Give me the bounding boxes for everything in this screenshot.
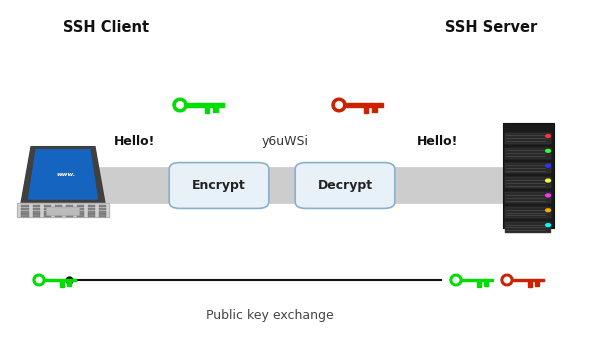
Circle shape (546, 209, 551, 212)
FancyBboxPatch shape (505, 133, 551, 144)
Polygon shape (484, 281, 488, 286)
Polygon shape (372, 106, 377, 112)
Polygon shape (501, 274, 513, 286)
FancyBboxPatch shape (505, 177, 551, 188)
FancyBboxPatch shape (99, 211, 106, 214)
FancyBboxPatch shape (84, 167, 516, 204)
Polygon shape (29, 150, 97, 199)
Polygon shape (45, 279, 76, 281)
FancyBboxPatch shape (32, 204, 40, 207)
Circle shape (546, 224, 551, 226)
FancyBboxPatch shape (88, 208, 95, 210)
Polygon shape (205, 106, 209, 113)
Circle shape (546, 194, 551, 197)
Circle shape (546, 135, 551, 138)
Polygon shape (504, 277, 510, 283)
Circle shape (546, 164, 551, 167)
Circle shape (546, 149, 551, 152)
FancyBboxPatch shape (505, 222, 551, 233)
Text: Decrypt: Decrypt (317, 179, 373, 192)
FancyBboxPatch shape (66, 211, 73, 214)
FancyBboxPatch shape (66, 204, 73, 207)
Circle shape (546, 179, 551, 182)
FancyBboxPatch shape (169, 162, 269, 209)
FancyBboxPatch shape (44, 208, 51, 210)
Polygon shape (21, 147, 105, 203)
FancyBboxPatch shape (22, 211, 29, 214)
FancyBboxPatch shape (88, 214, 95, 217)
FancyBboxPatch shape (66, 208, 73, 210)
FancyBboxPatch shape (505, 162, 551, 173)
FancyBboxPatch shape (503, 122, 554, 228)
FancyBboxPatch shape (505, 148, 551, 159)
Polygon shape (17, 203, 109, 217)
FancyBboxPatch shape (55, 208, 62, 210)
FancyBboxPatch shape (77, 211, 84, 214)
FancyBboxPatch shape (99, 214, 106, 217)
Polygon shape (477, 281, 481, 287)
FancyBboxPatch shape (55, 204, 62, 207)
Polygon shape (528, 281, 532, 287)
FancyBboxPatch shape (88, 204, 95, 207)
FancyBboxPatch shape (32, 214, 40, 217)
Polygon shape (213, 106, 218, 112)
Polygon shape (535, 281, 539, 286)
Polygon shape (60, 281, 64, 287)
FancyBboxPatch shape (22, 208, 29, 210)
Polygon shape (187, 104, 224, 106)
FancyBboxPatch shape (99, 208, 106, 210)
FancyBboxPatch shape (44, 211, 51, 214)
Polygon shape (33, 274, 45, 286)
FancyBboxPatch shape (22, 204, 29, 207)
FancyBboxPatch shape (44, 214, 51, 217)
FancyBboxPatch shape (77, 208, 84, 210)
FancyBboxPatch shape (295, 162, 395, 209)
FancyBboxPatch shape (46, 207, 80, 216)
FancyBboxPatch shape (505, 207, 551, 218)
FancyBboxPatch shape (55, 211, 62, 214)
FancyBboxPatch shape (22, 214, 29, 217)
FancyBboxPatch shape (77, 214, 84, 217)
Polygon shape (346, 104, 383, 106)
Polygon shape (67, 281, 71, 286)
Text: SSH Client: SSH Client (63, 21, 149, 35)
Polygon shape (513, 279, 544, 281)
FancyBboxPatch shape (44, 204, 51, 207)
Text: Hello!: Hello! (418, 135, 458, 148)
FancyBboxPatch shape (66, 214, 73, 217)
FancyBboxPatch shape (99, 204, 106, 207)
Polygon shape (462, 279, 493, 281)
Polygon shape (450, 274, 462, 286)
Text: Encrypt: Encrypt (192, 179, 246, 192)
Text: SSH Server: SSH Server (445, 21, 537, 35)
Text: Public key exchange: Public key exchange (206, 308, 334, 322)
FancyBboxPatch shape (55, 214, 62, 217)
Text: Hello!: Hello! (115, 135, 155, 148)
Polygon shape (364, 106, 368, 113)
FancyBboxPatch shape (32, 211, 40, 214)
Polygon shape (36, 277, 42, 283)
FancyBboxPatch shape (88, 211, 95, 214)
Polygon shape (17, 203, 109, 217)
Text: www.: www. (57, 172, 76, 177)
Polygon shape (173, 98, 187, 112)
FancyBboxPatch shape (32, 208, 40, 210)
Text: y6uWSi: y6uWSi (262, 135, 308, 148)
FancyBboxPatch shape (505, 192, 551, 203)
Polygon shape (453, 277, 459, 283)
Polygon shape (335, 102, 343, 108)
FancyBboxPatch shape (77, 204, 84, 207)
Polygon shape (176, 102, 184, 108)
Polygon shape (332, 98, 346, 112)
